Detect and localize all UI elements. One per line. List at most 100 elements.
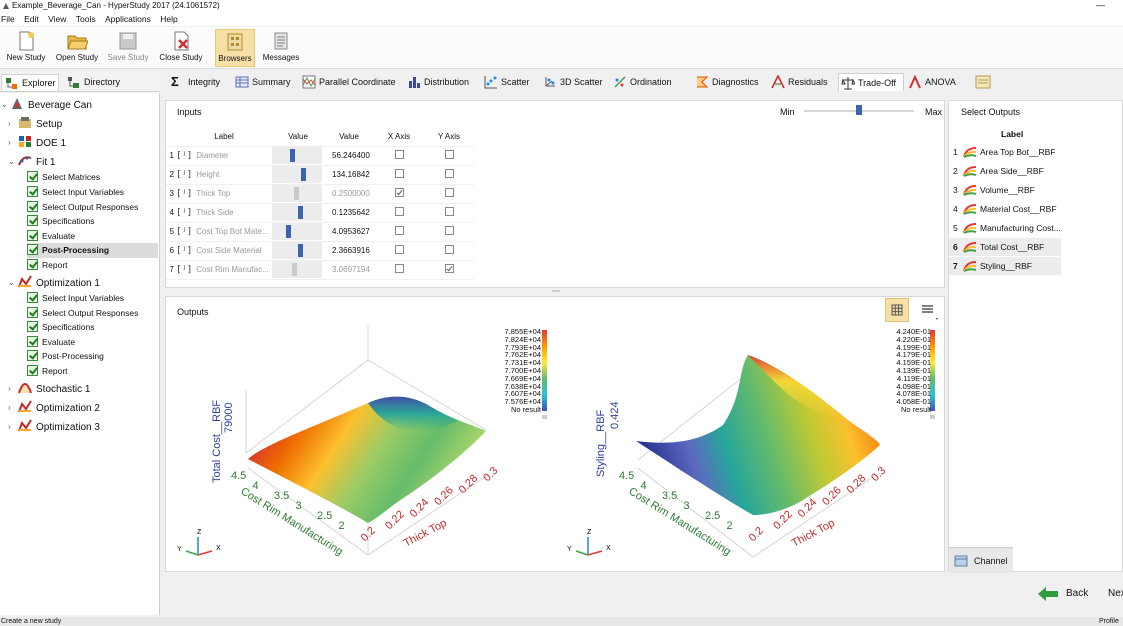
y-axis-checkbox-cell[interactable] [424, 203, 474, 223]
value-slider-cell[interactable] [272, 203, 324, 223]
input-value[interactable]: 134.16842 [324, 165, 374, 185]
value-slider[interactable] [272, 223, 322, 240]
y-axis-checkbox[interactable] [444, 169, 454, 178]
menu-file[interactable]: File [1, 14, 15, 24]
value-slider-thumb[interactable] [294, 187, 299, 200]
y-axis-checkbox[interactable] [444, 150, 454, 159]
tab-3d-scatter[interactable]: 3D Scatter [541, 73, 603, 91]
collapse-arrow-icon[interactable]: ⌄ [8, 278, 15, 287]
tab-residuals[interactable]: Residuals [769, 73, 828, 91]
fit-step-select-output-responses[interactable]: Select Output Responses [27, 200, 138, 215]
tree-fit[interactable]: ⌄ Fit 1 [8, 154, 55, 169]
value-slider-thumb[interactable] [301, 168, 306, 181]
fit-step-post-processing[interactable]: Post-Processing [27, 243, 158, 258]
value-slider-cell[interactable] [272, 184, 324, 204]
input-row[interactable]: 6 [ʲ] Cost Side Material 2.3663916 [166, 241, 474, 261]
y-axis-checkbox-cell[interactable] [424, 222, 474, 242]
menu-view[interactable]: View [48, 14, 67, 24]
output-row[interactable]: 5 Manufacturing Cost... [949, 219, 1061, 237]
tree-optimization-3[interactable]: › Optimization 3 [8, 419, 100, 434]
fit-step-evaluate[interactable]: Evaluate [27, 229, 75, 244]
opt-step-report[interactable]: Report [27, 364, 68, 379]
browsers-button[interactable]: Browsers [215, 29, 255, 67]
fit-step-specifications[interactable]: Specifications [27, 214, 94, 229]
save-study-button[interactable]: Save Study [105, 29, 151, 67]
menu-help[interactable]: Help [160, 14, 178, 24]
x-axis-checkbox-cell[interactable] [374, 222, 424, 242]
input-row[interactable]: 7 [ʲ] Cost Rim Manufac... 3.0697194 [166, 260, 474, 280]
opt-step-post-processing[interactable]: Post-Processing [27, 349, 104, 364]
min-max-slider-thumb[interactable] [856, 105, 862, 115]
tab-diagnostics[interactable]: Diagnostics [693, 73, 759, 91]
menu-applications[interactable]: Applications [104, 14, 151, 24]
input-value[interactable]: 0.2500000 [324, 184, 374, 204]
output-row[interactable]: 7 Styling__RBF [949, 257, 1061, 275]
x-axis-checkbox-cell[interactable] [374, 241, 424, 261]
value-slider-thumb[interactable] [298, 206, 303, 219]
y-axis-checkbox-cell[interactable] [424, 184, 474, 204]
value-slider[interactable] [272, 204, 322, 221]
tree-doe[interactable]: › DOE 1 [8, 135, 66, 150]
output-row[interactable]: 4 Material Cost__RBF [949, 200, 1061, 218]
tab-parallel-coordinate[interactable]: Parallel Coordinate [300, 73, 396, 91]
y-axis-checkbox-cell[interactable] [424, 260, 474, 280]
output-row[interactable]: 2 Area Side__RBF [949, 162, 1061, 180]
value-slider-cell[interactable] [272, 241, 324, 261]
value-slider[interactable] [272, 242, 322, 259]
tab-explorer[interactable]: Explorer [1, 74, 59, 91]
input-row[interactable]: 4 [ʲ] Thick Side 0.1235642 [166, 203, 474, 223]
grid-view-button[interactable] [885, 298, 909, 322]
tree-optimization-2[interactable]: › Optimization 2 [8, 400, 100, 415]
value-slider[interactable] [272, 166, 322, 183]
y-axis-checkbox[interactable] [444, 245, 454, 254]
x-axis-checkbox[interactable] [394, 207, 404, 216]
input-row[interactable]: 3 [ʲ] Thick Top 0.2500000 [166, 184, 474, 204]
surface-plot-1[interactable]: 0.2 0.220.240.260.28 0.3 4.5 4 3.5 3 2.5 2 Thic… [168, 325, 558, 571]
output-row[interactable]: 6 Total Cost__RBF [949, 238, 1061, 256]
fit-step-select-input-variables[interactable]: Select Input Variables [27, 185, 124, 200]
splitter-handle[interactable] [552, 290, 560, 292]
y-axis-checkbox-cell[interactable] [424, 241, 474, 261]
tab-anova[interactable]: ANOVA [906, 73, 956, 91]
menu-edit[interactable]: Edit [24, 14, 39, 24]
tab-ordination[interactable]: Ordination [611, 73, 672, 91]
open-study-button[interactable]: Open Study [53, 29, 101, 67]
collapse-arrow-icon[interactable]: ⌄ [1, 100, 8, 109]
opt-step-specifications[interactable]: Specifications [27, 320, 94, 335]
x-axis-checkbox-cell[interactable] [374, 260, 424, 280]
value-slider-thumb[interactable] [298, 244, 303, 257]
y-axis-checkbox[interactable] [444, 207, 454, 216]
y-axis-checkbox[interactable] [444, 226, 454, 235]
input-value[interactable]: 4.0953627 [324, 222, 374, 242]
y-axis-checkbox-cell[interactable] [424, 146, 474, 166]
y-axis-checkbox-cell[interactable] [424, 165, 474, 185]
output-row[interactable]: 3 Volume__RBF [949, 181, 1061, 199]
expand-arrow-icon[interactable]: › [8, 403, 11, 412]
back-button[interactable]: Back [1035, 584, 1097, 604]
expand-arrow-icon[interactable]: › [8, 422, 11, 431]
y-axis-checkbox[interactable] [444, 188, 454, 197]
x-axis-checkbox-cell[interactable] [374, 184, 424, 204]
value-slider-cell[interactable] [272, 165, 324, 185]
x-axis-checkbox-cell[interactable] [374, 165, 424, 185]
x-axis-checkbox[interactable] [394, 150, 404, 159]
new-study-button[interactable]: New Study [3, 29, 49, 67]
expand-arrow-icon[interactable]: › [8, 138, 11, 147]
tree-root[interactable]: ⌄ Beverage Can [0, 97, 92, 112]
tab-integrity[interactable]: Σ Integrity [171, 74, 221, 89]
minimize-icon[interactable]: — [1096, 0, 1105, 10]
tree-optimization-1[interactable]: ⌄ Optimization 1 [8, 275, 100, 290]
y-axis-checkbox[interactable] [444, 264, 454, 273]
fit-step-report[interactable]: Report [27, 258, 68, 273]
tab-menu-icon[interactable] [975, 74, 991, 90]
input-row[interactable]: 2 [ʲ] Height 134.16842 [166, 165, 474, 185]
expand-arrow-icon[interactable]: › [8, 384, 11, 393]
x-axis-checkbox[interactable] [394, 264, 404, 273]
value-slider-cell[interactable] [272, 146, 324, 166]
value-slider-thumb[interactable] [292, 263, 297, 276]
x-axis-checkbox-cell[interactable] [374, 203, 424, 223]
tab-directory[interactable]: Directory [64, 74, 134, 91]
input-value[interactable]: 3.0697194 [324, 260, 374, 280]
output-row[interactable]: 1 Area Top Bot__RBF [949, 143, 1061, 161]
value-slider-thumb[interactable] [286, 225, 291, 238]
